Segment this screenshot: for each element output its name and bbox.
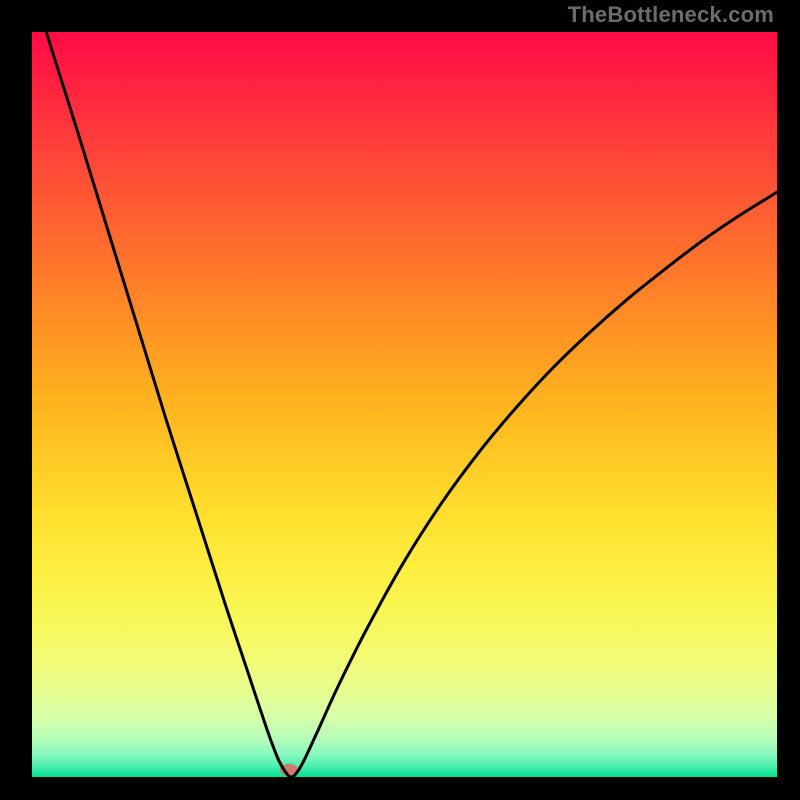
chart-canvas: TheBottleneck.com	[0, 0, 800, 800]
plot-background-gradient	[32, 32, 777, 777]
chart-svg	[0, 0, 800, 800]
